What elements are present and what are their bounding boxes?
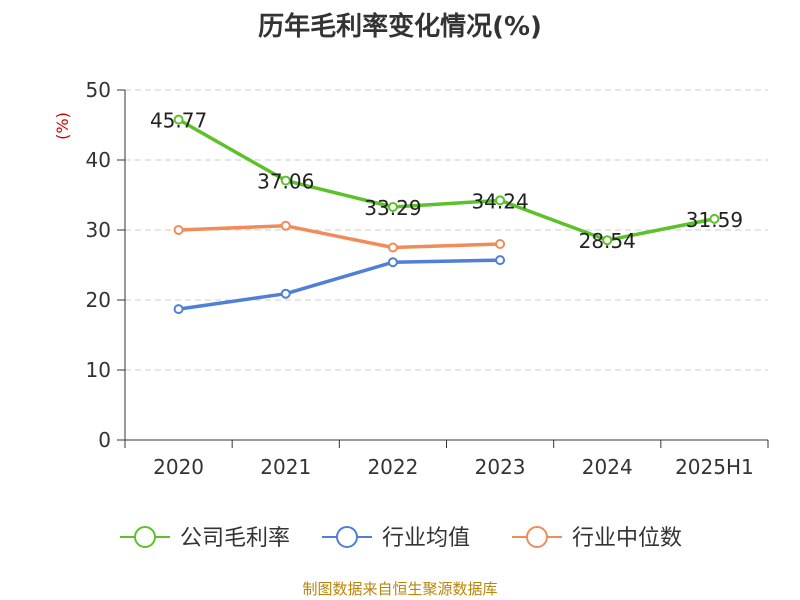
data-point — [387, 242, 398, 253]
x-tick-label: 2023 — [475, 455, 526, 479]
legend-marker — [526, 526, 548, 548]
data-label: 34.24 — [471, 189, 528, 213]
data-label: 45.77 — [150, 109, 207, 133]
data-point — [709, 213, 720, 224]
data-point — [387, 257, 398, 268]
data-point — [280, 288, 291, 299]
legend-label: 公司毛利率 — [180, 526, 290, 551]
y-tick-label: 40 — [86, 148, 111, 172]
grid-lines — [125, 89, 768, 371]
data-point — [173, 304, 184, 315]
x-tick-label: 2022 — [367, 455, 418, 479]
y-tick-label: 10 — [86, 358, 111, 382]
data-point — [173, 225, 184, 235]
data-label: 37.06 — [257, 170, 314, 194]
y-tick-label: 0 — [98, 428, 111, 452]
x-tick-label: 2021 — [260, 455, 311, 479]
legend-item[interactable]: 公司毛利率 — [120, 526, 290, 551]
y-tick-label: 50 — [86, 78, 111, 102]
legend-marker — [336, 526, 358, 548]
data-point — [495, 239, 506, 249]
data-point — [280, 175, 291, 186]
y-tick-label: 20 — [86, 288, 111, 312]
data-label: 31.59 — [686, 208, 743, 232]
data-point — [495, 255, 506, 266]
x-tick-label: 2020 — [153, 455, 204, 479]
data-label: 33.29 — [364, 196, 421, 220]
legend-marker — [134, 526, 156, 548]
data-labels: 45.77 37.06 33.29 34.24 28.54 31.59 — [150, 109, 743, 254]
axes: 0 10 20 30 40 50 2020 2021 2022 2023 2024 2025H1 (%) — [53, 78, 769, 479]
legend-item[interactable]: 行业中位数 — [512, 526, 682, 551]
x-tick-label: 2024 — [582, 455, 633, 479]
data-point — [280, 220, 291, 231]
y-axis-unit-label: (%) — [53, 112, 72, 140]
legend-label: 行业中位数 — [572, 526, 682, 551]
legend: 公司毛利率 行业均值 行业中位数 — [120, 526, 682, 551]
data-point — [173, 114, 184, 125]
source-note: 制图数据来自恒生聚源数据库 — [302, 580, 498, 598]
data-point — [387, 201, 398, 212]
legend-label: 行业均值 — [382, 526, 470, 551]
x-tick-label: 2025H1 — [675, 455, 754, 479]
legend-item[interactable]: 行业均值 — [322, 526, 470, 551]
series-line-2 — [176, 224, 502, 250]
data-point — [495, 195, 506, 206]
data-label: 28.54 — [579, 229, 636, 253]
chart-title: 历年毛利率变化情况(%) — [258, 12, 542, 42]
series-line-0 — [176, 117, 717, 242]
y-tick-label: 30 — [86, 218, 111, 242]
data-point — [602, 235, 613, 246]
series-lines — [173, 114, 720, 315]
series-line-1 — [176, 258, 502, 311]
